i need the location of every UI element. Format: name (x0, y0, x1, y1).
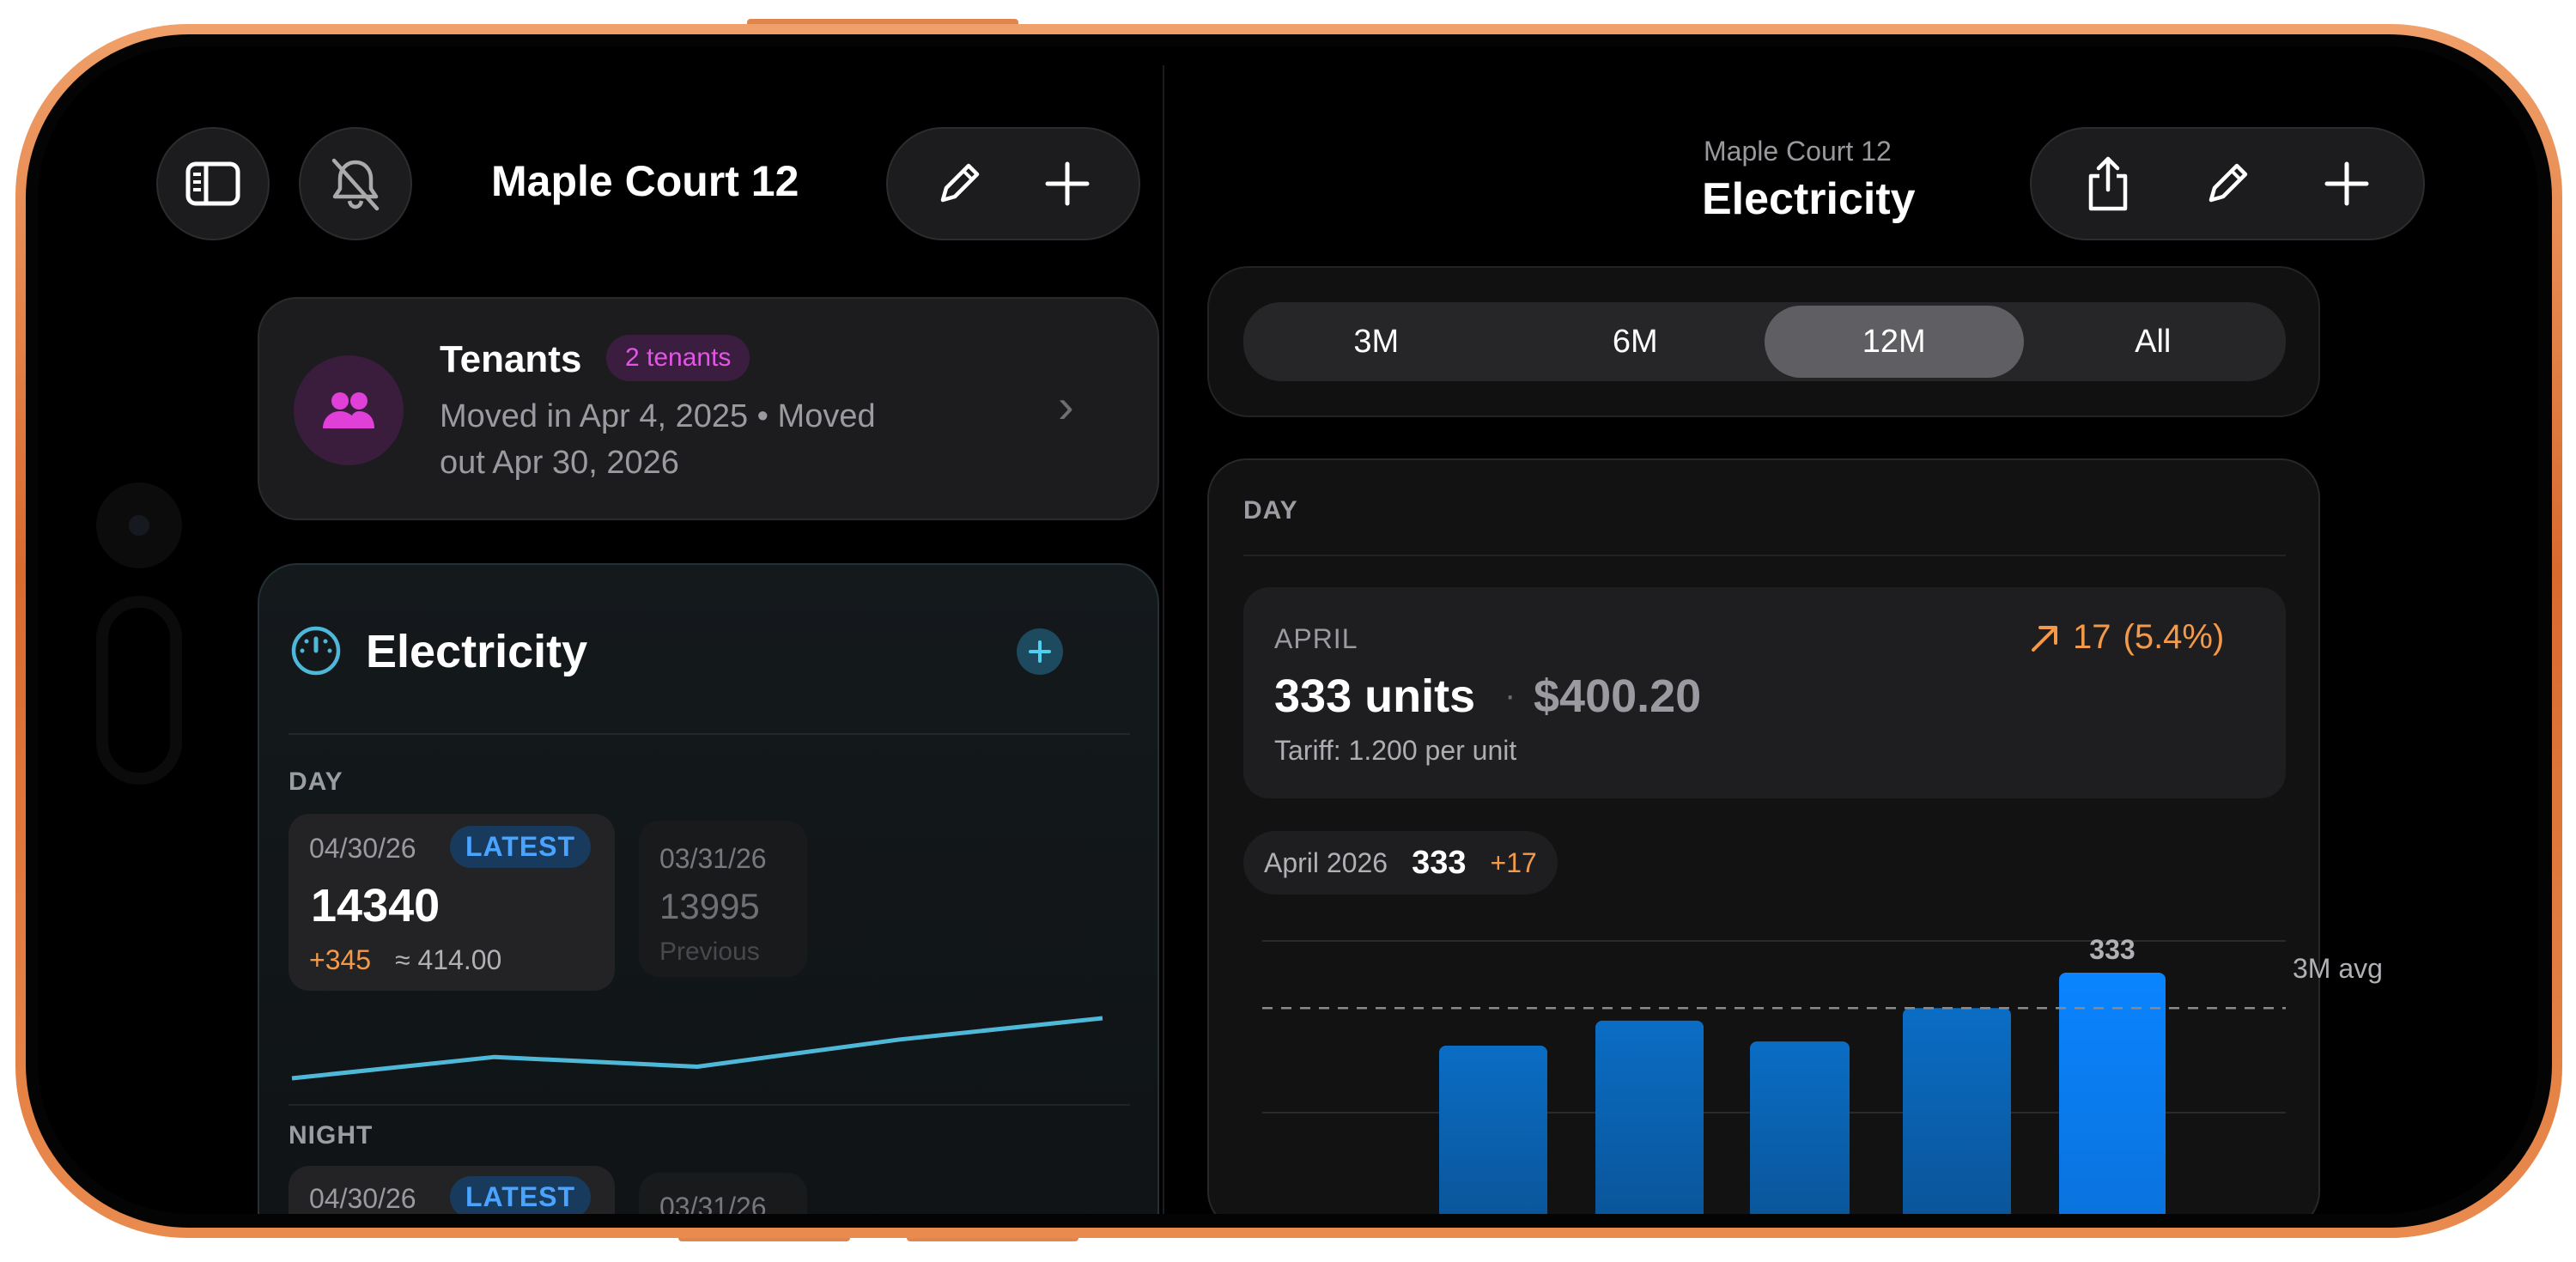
split-divider (1163, 65, 1164, 1214)
latest-badge: LATEST (450, 826, 592, 868)
chart-bar (1595, 1020, 1704, 1214)
add-reading-button[interactable] (1017, 628, 1063, 675)
bar-value-label: 333 (2089, 934, 2135, 965)
latest-reading-card[interactable]: 04/30/26 LATEST 14340 +345 ≈ 414.00 (289, 814, 615, 991)
previous-date: 03/31/26 (659, 1192, 767, 1214)
electricity-title: Electricity (366, 626, 588, 677)
tenants-move-out: out Apr 30, 2026 (440, 445, 679, 481)
range-tab-all[interactable]: All (2135, 324, 2172, 360)
summary-change: 17 (5.4%) (2030, 618, 2224, 657)
screen: Maple Court 12 Tenants 2 tenants Moved i… (38, 46, 2538, 1214)
divider (1243, 555, 2286, 556)
night-latest-card[interactable]: 04/30/26 LATEST (289, 1166, 615, 1214)
reading-date: 04/30/26 (309, 833, 416, 864)
add-button[interactable] (1029, 145, 1106, 222)
dynamic-island (96, 596, 182, 785)
reading-date: 04/30/26 (309, 1183, 416, 1214)
chevron-right-icon: › (1058, 379, 1074, 433)
bell-slash-icon (317, 145, 394, 222)
share-button[interactable] (2069, 145, 2147, 222)
actions-pill (886, 127, 1140, 240)
month-summary-card[interactable]: APRIL 333 units · $400.20 Tariff: 1.200 … (1243, 587, 2286, 798)
chart-bar (2059, 973, 2166, 1214)
people-icon (294, 355, 404, 465)
chart-bar (1903, 1008, 2011, 1214)
sidebar-toggle-button[interactable] (156, 127, 270, 240)
summary-tariff: Tariff: 1.200 per unit (1274, 735, 1517, 766)
selection-value: 333 (1412, 844, 1467, 881)
sidebar-icon (174, 145, 252, 222)
range-tab-3m[interactable]: 3M (1353, 324, 1400, 360)
range-tab-6m[interactable]: 6M (1612, 324, 1658, 360)
summary-month: APRIL (1274, 623, 1358, 654)
reading-value: 14340 (311, 880, 440, 931)
night-previous-card[interactable]: 03/31/26 (639, 1173, 807, 1214)
summary-cost: $400.20 (1534, 670, 1702, 722)
range-selector: 3M 6M 12M All (1207, 266, 2320, 417)
tenants-move-in: Moved in Apr 4, 2025 • Moved (440, 398, 876, 434)
chart-bar (1750, 1041, 1850, 1214)
chart-bar (1439, 1046, 1547, 1214)
notifications-button[interactable] (299, 127, 412, 240)
selection-period: April 2026 (1264, 846, 1388, 878)
divider (289, 1104, 1130, 1106)
selection-pill: April 2026 333 +17 (1243, 831, 1558, 895)
gauge-icon (290, 625, 342, 677)
tenants-title: Tenants (440, 338, 582, 380)
camera (96, 482, 182, 568)
add-button[interactable] (2308, 145, 2385, 222)
selection-delta: +17 (1490, 846, 1537, 878)
header-subtitle: Maple Court 12 (1704, 136, 1892, 167)
divider (289, 733, 1130, 735)
detail-title: Electricity (1702, 174, 1916, 224)
range-segmented-control: 3M 6M 12M All (1243, 302, 2286, 381)
range-tab-12m[interactable]: 12M (1765, 306, 2024, 378)
tenants-badge: 2 tenants (606, 335, 750, 381)
reading-delta: +345 (309, 944, 372, 975)
day-label: DAY (289, 768, 343, 796)
summary-change-pct: (5.4%) (2123, 618, 2225, 656)
usage-sparkline (291, 1016, 1103, 1081)
latest-badge: LATEST (450, 1176, 592, 1214)
usage-chart-card: DAY APRIL 333 units · $400.20 Tariff: 1.… (1207, 458, 2320, 1214)
previous-label: Previous (659, 937, 760, 966)
tenants-card[interactable]: Tenants 2 tenants Moved in Apr 4, 2025 •… (258, 297, 1159, 520)
reading-cost: ≈ 414.00 (395, 944, 502, 975)
arrow-up-right-icon (2032, 625, 2057, 652)
previous-reading-card[interactable]: 03/31/26 13995 Previous (639, 821, 807, 977)
sparkline-line (291, 1016, 1103, 1081)
summary-units: 333 units (1274, 670, 1476, 722)
electricity-card[interactable]: Electricity DAY 04/30/26 LATEST 14340 +3… (258, 563, 1159, 1214)
edit-button[interactable] (2189, 145, 2266, 222)
usage-bar-chart[interactable]: 333 (1209, 907, 2322, 1214)
night-label: NIGHT (289, 1121, 374, 1150)
summary-dot: · (1504, 677, 1516, 714)
previous-value: 13995 (659, 886, 760, 926)
page-title: Maple Court 12 (491, 157, 799, 205)
detail-actions-pill (2030, 127, 2425, 240)
edit-button[interactable] (920, 145, 998, 222)
previous-date: 03/31/26 (659, 843, 767, 874)
section-label: DAY (1243, 496, 1298, 525)
summary-change-value: 17 (2073, 618, 2111, 656)
avg-line-label: 3M avg (2293, 953, 2383, 984)
